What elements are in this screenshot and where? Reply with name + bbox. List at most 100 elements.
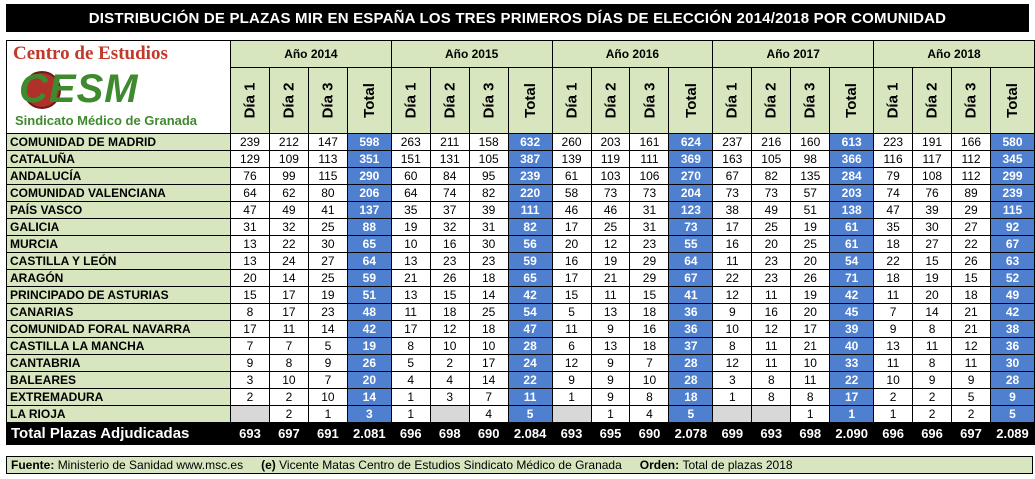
total-cell: 42 [990,303,1035,321]
total-cell: 54 [507,303,553,321]
total-cell: 351 [346,150,392,168]
table-row: CANARIAS 8 17 23 48 11 18 25 54 5 13 18 36 9 16 20 45 7 14… [6,303,1035,321]
total-cell: 48 [346,303,392,321]
day-cell: 113 [307,150,348,168]
total-value: 2.081 [346,422,392,445]
day-cell: 9 [229,354,270,372]
total-cell: 632 [507,133,553,151]
day-cell: 20 [551,235,592,253]
day-cell: 1 [712,388,753,406]
total-cell: 42 [507,286,553,304]
total-value: 690 [468,422,509,445]
day-cell: 10 [390,235,431,253]
day-cell: 4 [429,371,470,389]
total-cell: 73 [668,218,714,236]
day-cell: 32 [268,218,309,236]
day-cell: 95 [468,167,509,185]
day-cell: 17 [712,218,753,236]
total-cell: 5 [507,405,553,423]
day-cell: 5 [951,388,992,406]
total-row: Total Plazas Adjudicadas 693 697 691 2.081 69… [6,422,1035,445]
year-header-1: Año 2015 [390,39,553,69]
day-cell: 49 [268,201,309,219]
day-cell: 23 [307,303,348,321]
day-cell: 37 [429,201,470,219]
day-cell: 216 [751,133,792,151]
day-cell: 239 [229,133,270,151]
total-cell: 71 [829,269,875,287]
day-cell: 2 [268,388,309,406]
day-cell: 82 [468,184,509,202]
day-cell: 30 [468,235,509,253]
table-row: CANTABRIA 9 8 9 26 5 2 17 24 12 9 7 28 12 11 10 33 11 8 11 3… [6,354,1035,372]
day-cell: 5 [551,303,592,321]
day-cell: 15 [951,269,992,287]
day-cell: 14 [912,303,953,321]
chart-title: DISTRIBUCIÓN DE PLAZAS MIR EN ESPAÑA LOS… [6,4,1029,32]
day-cell: 25 [751,218,792,236]
region-label: LA RIOJA [6,405,231,423]
day-cell: 14 [468,286,509,304]
day-cell: 12 [751,320,792,338]
region-label: PAÍS VASCO [6,201,231,219]
total-cell: 92 [990,218,1035,236]
day-cell: 112 [951,150,992,168]
total-value: 698 [429,422,470,445]
table-row: CASTILLA Y LEÓN 13 24 27 64 13 23 23 59 16 19 29 64 1… [6,252,1035,270]
total-value: 2.089 [990,422,1035,445]
day-cell: 12 [712,286,753,304]
day-cell: 49 [751,201,792,219]
total-cell: 598 [346,133,392,151]
day-cell: 11 [590,286,631,304]
table-row: PAÍS VASCO 47 49 41 137 35 37 39 111 46 46 31 123 38 4… [6,201,1035,219]
day-cell: 8 [790,388,831,406]
day-cell: 31 [229,218,270,236]
day-cell: 9 [712,303,753,321]
total-cell: 290 [346,167,392,185]
logo-line3: Sindicato Médico de Granada [15,113,198,128]
day-cell: 99 [268,167,309,185]
day-cell: 2 [229,388,270,406]
day-cell: 51 [790,201,831,219]
day-cell: 8 [912,320,953,338]
total-cell: 36 [990,337,1035,355]
day-cell: 62 [268,184,309,202]
day-cell: 13 [229,235,270,253]
day-cell: 117 [912,150,953,168]
day-cell: 98 [790,150,831,168]
day-cell: 105 [751,150,792,168]
column-header-label: Día 1 [241,82,259,119]
day-cell: 32 [429,218,470,236]
total-cell: 88 [346,218,392,236]
day-cell: 11 [873,354,914,372]
day-cell: 60 [390,167,431,185]
column-header-0-0: Día 1 [229,67,270,134]
day-cell: 3 [712,371,753,389]
day-cell: 26 [790,269,831,287]
day-cell: 17 [268,303,309,321]
total-cell: 41 [668,286,714,304]
day-cell: 7 [468,388,509,406]
day-cell: 7 [629,354,670,372]
day-cell: 11 [912,337,953,355]
day-cell: 10 [468,337,509,355]
total-cell: 18 [668,388,714,406]
day-cell: 35 [390,201,431,219]
table-row: GALICIA 31 32 25 88 19 32 31 82 17 25 31 73 17 25 19 61 3… [6,218,1035,236]
day-cell: 25 [590,218,631,236]
day-cell: 31 [629,201,670,219]
day-cell: 1 [590,405,631,423]
table-row: PRINCIPADO DE ASTURIAS 15 17 19 51 13 15 14 42 15… [6,286,1035,304]
day-cell: 39 [468,201,509,219]
column-header-2-3: Total [668,67,714,134]
total-cell: 17 [829,388,875,406]
day-cell: 73 [751,184,792,202]
column-header-2-2: Día 3 [629,67,670,134]
day-cell: 21 [790,337,831,355]
total-cell: 204 [668,184,714,202]
day-cell: 17 [790,320,831,338]
day-cell: 57 [790,184,831,202]
total-cell: 37 [668,337,714,355]
day-cell: 1 [390,405,431,423]
day-cell: 8 [390,337,431,355]
